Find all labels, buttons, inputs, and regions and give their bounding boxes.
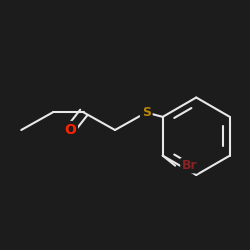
Text: O: O bbox=[64, 123, 76, 137]
Text: S: S bbox=[142, 106, 151, 119]
Text: Br: Br bbox=[182, 159, 197, 172]
